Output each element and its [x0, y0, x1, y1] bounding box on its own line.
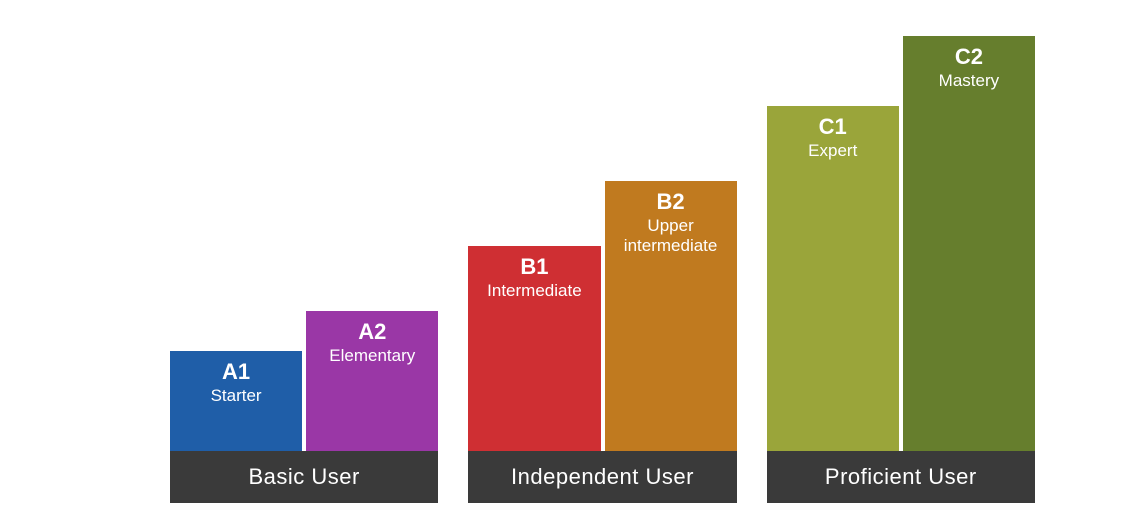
bar-group-basic: A1 Starter A2 Elementary [170, 23, 438, 451]
bar-a2-sublabel: Elementary [329, 346, 415, 366]
bar-b2-sublabel: Upper intermediate [605, 216, 737, 255]
bar-c2: C2 Mastery [903, 36, 1035, 451]
bar-c1-level: C1 [819, 114, 847, 139]
bar-a2-level: A2 [358, 319, 386, 344]
bar-a2: A2 Elementary [306, 311, 438, 451]
bar-group-independent: B1 Intermediate B2 Upper intermediate [468, 23, 736, 451]
group-label-proficient: Proficient User [767, 451, 1035, 503]
bar-a1: A1 Starter [170, 351, 302, 451]
group-label-basic: Basic User [170, 451, 438, 503]
bars-area: A1 Starter A2 Elementary B1 Intermediate… [170, 23, 1035, 451]
bar-b1: B1 Intermediate [468, 246, 600, 451]
bar-a1-sublabel: Starter [211, 386, 262, 406]
bar-b2-level: B2 [657, 189, 685, 214]
bar-b2: B2 Upper intermediate [605, 181, 737, 451]
bar-c2-sublabel: Mastery [939, 71, 999, 91]
bar-c1-sublabel: Expert [808, 141, 857, 161]
bar-a1-level: A1 [222, 359, 250, 384]
bar-b1-level: B1 [520, 254, 548, 279]
group-labels-row: Basic User Independent User Proficient U… [170, 451, 1035, 503]
cefr-level-chart: A1 Starter A2 Elementary B1 Intermediate… [170, 23, 1035, 503]
bar-b1-sublabel: Intermediate [487, 281, 582, 301]
group-label-independent: Independent User [468, 451, 736, 503]
bar-c1: C1 Expert [767, 106, 899, 451]
bar-group-proficient: C1 Expert C2 Mastery [767, 23, 1035, 451]
bar-c2-level: C2 [955, 44, 983, 69]
